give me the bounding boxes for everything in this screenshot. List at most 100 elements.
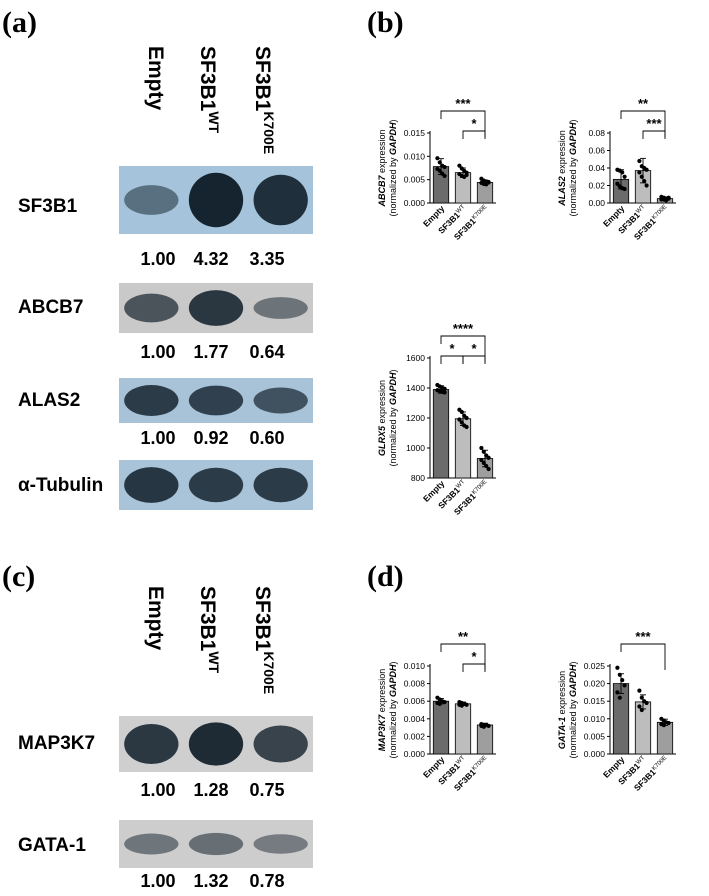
chart-gata1: GATA-1 expression (normalized by GAPDH) 0.…	[540, 628, 705, 796]
blot-band	[253, 387, 308, 414]
y-axis-label-2: (normalized by GAPDH)	[568, 661, 578, 758]
blot-alas2	[119, 378, 313, 423]
panel-label-c: (c)	[2, 560, 36, 593]
y-axis-label-2: (normalized by GAPDH)	[568, 119, 578, 216]
quant-value: 1.28	[193, 780, 229, 800]
y-tick-label: 1600	[406, 353, 425, 363]
blot-band	[124, 833, 179, 855]
data-point	[464, 424, 469, 430]
protein-label-tubulin: α-Tubulin	[18, 475, 104, 496]
chart-map3k7: MAP3K7 expression (normalized by GAPDH) 0.…	[360, 628, 525, 796]
protein-label-gata1: GATA-1	[18, 835, 86, 856]
chart-alas2: ALAS2 expression (normalized by GAPDH) 0.0…	[540, 95, 705, 245]
data-point	[479, 457, 484, 463]
data-point	[622, 186, 627, 192]
quant-value: 1.00	[140, 342, 176, 362]
blot-image	[119, 716, 313, 772]
y-axis-label: GATA-1 expression	[557, 671, 567, 749]
data-point	[459, 420, 464, 425]
y-tick-label: 1000	[406, 443, 425, 453]
data-point	[642, 179, 647, 184]
significance-bracket	[440, 335, 486, 362]
quant-value: 0.64	[249, 342, 285, 362]
blot-band	[188, 722, 244, 766]
data-point	[457, 417, 462, 422]
y-tick-label: 1400	[406, 383, 425, 393]
significance-label: ***	[455, 96, 471, 111]
data-point	[639, 695, 644, 700]
y-tick-label: 0.010	[584, 714, 606, 724]
lane-label-wt-c: SF3B1WT	[196, 586, 222, 674]
significance-label: *	[471, 341, 477, 356]
blot-image	[119, 820, 313, 868]
data-point	[442, 164, 447, 170]
blot-band	[188, 172, 244, 228]
blot-band	[253, 467, 308, 503]
data-point	[620, 677, 625, 683]
blot-map3k7	[119, 716, 313, 772]
bar	[432, 700, 450, 755]
data-point	[457, 163, 462, 168]
bar	[656, 721, 674, 755]
blot-band	[124, 723, 179, 765]
significance-label: *	[449, 341, 455, 356]
data-point	[479, 445, 484, 451]
quant-value: 0.78	[249, 871, 285, 891]
y-tick-label: 0.025	[584, 661, 606, 671]
blot-image	[119, 166, 313, 234]
blot-sf3b1	[119, 166, 313, 234]
data-point	[637, 158, 642, 164]
significance-bracket	[440, 355, 464, 364]
data-point	[464, 702, 469, 707]
data-point	[637, 170, 642, 175]
quant-value: 1.00	[140, 428, 176, 448]
data-point	[661, 723, 666, 728]
data-point	[486, 723, 491, 728]
blot-band	[188, 467, 244, 503]
data-point	[464, 172, 469, 178]
blot-band	[188, 290, 244, 326]
data-point	[459, 703, 464, 708]
bar-chart: ABCB7 expression(normalized by GAPDH) 0.0…	[377, 96, 496, 242]
data-point	[637, 688, 642, 693]
y-axis-label: ALAS2 expression	[557, 130, 567, 207]
significance-bracket	[620, 110, 666, 137]
blot-band	[188, 385, 244, 416]
y-tick-label: 0.08	[588, 128, 605, 138]
data-point	[622, 683, 627, 688]
y-tick-label: 0.005	[584, 731, 606, 741]
blot-image	[119, 283, 313, 333]
blot-image	[119, 378, 313, 423]
data-point	[481, 460, 486, 466]
data-point	[486, 466, 491, 472]
chart-abcb7: ABCB7 expression (normalized by GAPDH) 0.0…	[360, 95, 530, 245]
data-point	[617, 672, 622, 677]
significance-bracket	[440, 110, 486, 137]
data-point	[644, 700, 649, 706]
significance-label: **	[638, 96, 649, 111]
quant-value: 1.00	[140, 871, 176, 891]
quant-value: 0.60	[249, 428, 285, 448]
significance-bracket	[642, 130, 666, 139]
y-tick-label: 0.010	[404, 661, 426, 671]
chart-glrx5: GLRX5 expression (normalized by GAPDH) 800…	[360, 320, 530, 520]
bar	[476, 724, 494, 755]
y-axis-label: GLRX5 expression	[377, 380, 387, 456]
data-point	[481, 449, 486, 454]
protein-label-map3k7: MAP3K7	[18, 733, 96, 754]
blot-band	[253, 297, 308, 319]
data-point	[617, 695, 622, 700]
bar-chart: GLRX5 expression(normalized by GAPDH) 800…	[377, 321, 496, 517]
y-tick-label: 0.04	[588, 163, 605, 173]
lane-label-empty-c: Empty	[144, 586, 167, 651]
data-point	[486, 179, 491, 185]
blot-band	[124, 467, 179, 503]
data-point	[615, 690, 620, 695]
bar	[432, 389, 450, 479]
y-tick-label: 0.008	[404, 679, 426, 689]
data-point	[484, 463, 489, 469]
significance-bracket	[620, 643, 666, 670]
data-point	[437, 168, 442, 173]
y-axis-label-2: (normalized by GAPDH)	[388, 369, 398, 466]
data-point	[437, 160, 442, 165]
